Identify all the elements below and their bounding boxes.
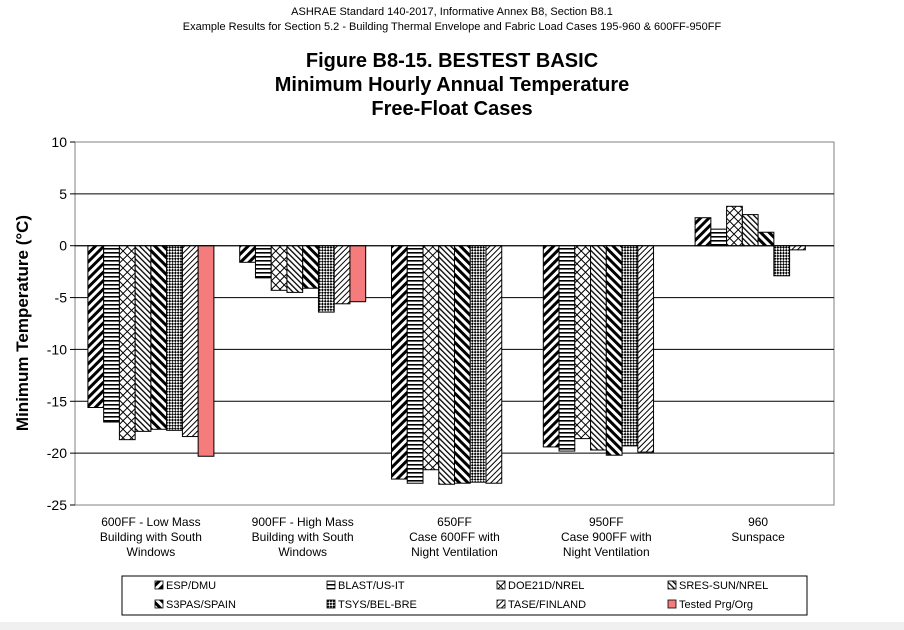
x-category-label: 600FF - Low Mass <box>101 515 200 529</box>
y-axis-title: Minimum Temperature (°C) <box>13 215 32 431</box>
bar-blast-us-it <box>558 245 576 452</box>
bar-doe21d-nrel <box>574 245 592 440</box>
legend-label: S3PAS/SPAIN <box>166 599 236 611</box>
chart-title-line-3: Free-Float Cases <box>371 98 533 120</box>
bar-blast-us-it <box>710 228 728 247</box>
y-tick-label: -25 <box>47 497 67 513</box>
x-category-label: 960 <box>748 515 768 529</box>
bar-tsys-bel-bre <box>773 245 791 277</box>
x-category-label: Case 600FF with <box>409 530 500 544</box>
bar-blast-us-it <box>103 245 120 423</box>
bar-blast-us-it <box>406 245 424 484</box>
legend-swatch <box>667 599 677 609</box>
bar-tsys-bel-bre <box>317 245 335 313</box>
bar-doe21d-nrel <box>270 245 288 291</box>
legend-swatch <box>496 599 506 609</box>
header-line-1: ASHRAE Standard 140-2017, Informative An… <box>291 6 613 18</box>
bar-esp-dmu <box>542 245 560 448</box>
bar-s3pas-spain <box>150 245 168 430</box>
bar-tested-prg-org <box>349 245 367 303</box>
window-bottom-strip <box>0 622 904 630</box>
bar-tase-finland <box>181 245 199 438</box>
y-tick-label: 5 <box>59 186 67 202</box>
bar-esp-dmu <box>694 217 712 247</box>
y-tick-label: 0 <box>59 238 67 254</box>
legend-label: DOE21D/NREL <box>508 580 584 592</box>
legend-label: TSYS/BEL-BRE <box>338 599 417 611</box>
bar-tase-finland <box>789 245 806 251</box>
legend-label: Tested Prg/Org <box>679 599 753 611</box>
bar-tsys-bel-bre <box>166 245 183 431</box>
chart-title-line-2: Minimum Hourly Annual Temperature <box>274 74 630 96</box>
bar-doe21d-nrel <box>422 245 440 471</box>
bar-tase-finland <box>637 245 655 453</box>
legend-swatch <box>154 580 164 590</box>
legend-swatch <box>667 580 677 590</box>
legend-swatch <box>496 580 506 590</box>
x-category-label: Building with South <box>100 530 202 544</box>
bar-blast-us-it <box>254 245 272 279</box>
x-category-label: Building with South <box>252 530 354 544</box>
bar-sres-sun-nrel <box>741 214 759 247</box>
bar-doe21d-nrel <box>118 245 136 441</box>
bar-s3pas-spain <box>302 245 319 289</box>
bar-tsys-bel-bre <box>469 245 487 483</box>
x-category-label: Sunspace <box>731 530 785 544</box>
y-tick-label: -5 <box>55 290 68 306</box>
bar-tase-finland <box>333 245 351 305</box>
bar-tested-prg-org <box>197 245 215 457</box>
y-tick-label: -20 <box>47 445 67 461</box>
legend-swatch <box>154 599 164 609</box>
header-line-2: Example Results for Section 5.2 - Buildi… <box>182 21 722 33</box>
bar-tase-finland <box>485 245 503 484</box>
bar-sres-sun-nrel <box>438 245 456 485</box>
x-category-label: 650FF <box>437 515 472 529</box>
bar-s3pas-spain <box>454 245 471 484</box>
y-tick-label: -15 <box>47 393 67 409</box>
legend-box <box>121 575 808 616</box>
x-category-label: 900FF - High Mass <box>252 515 354 529</box>
bar-esp-dmu <box>239 245 256 263</box>
bar-sres-sun-nrel <box>286 245 304 293</box>
bar-doe21d-nrel <box>726 205 743 247</box>
y-tick-label: 10 <box>51 134 67 150</box>
y-tick-label: -10 <box>47 341 67 357</box>
x-category-label: Windows <box>127 545 176 559</box>
bar-s3pas-spain <box>757 231 775 247</box>
x-category-label: Night Ventilation <box>563 545 650 559</box>
legend-label: SRES-SUN/NREL <box>679 580 768 592</box>
bar-esp-dmu <box>87 245 105 409</box>
legend-label: ESP/DMU <box>166 580 216 592</box>
legend-label: BLAST/US-IT <box>338 580 405 592</box>
x-category-label: 950FF <box>589 515 624 529</box>
bar-s3pas-spain <box>605 245 623 456</box>
legend-swatch <box>326 599 336 609</box>
legend-swatch <box>326 580 336 590</box>
bar-esp-dmu <box>391 245 408 480</box>
x-category-label: Windows <box>278 545 327 559</box>
bar-sres-sun-nrel <box>590 245 607 451</box>
chart-title-line-1: Figure B8-15. BESTEST BASIC <box>305 50 599 72</box>
legend-label: TASE/FINLAND <box>508 599 586 611</box>
bar-tsys-bel-bre <box>621 245 639 447</box>
x-category-label: Night Ventilation <box>411 545 498 559</box>
x-category-label: Case 900FF with <box>561 530 652 544</box>
bar-sres-sun-nrel <box>134 245 152 432</box>
